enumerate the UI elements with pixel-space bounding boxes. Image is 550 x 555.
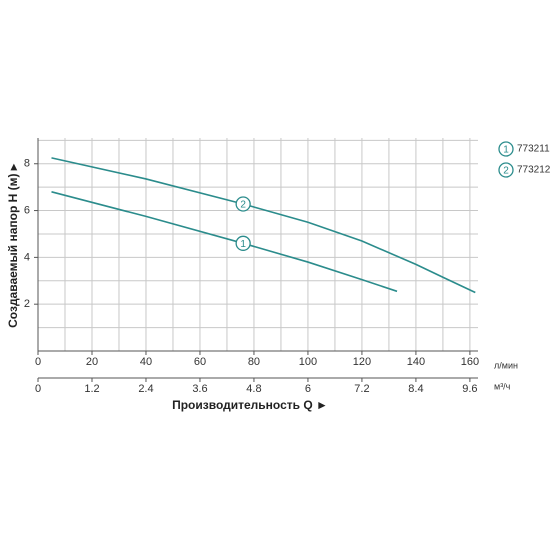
- legend-marker-label: 2: [503, 166, 509, 177]
- y-tick-label: 8: [24, 158, 30, 170]
- curve-label: 2: [240, 200, 246, 211]
- x-tick-label: 0: [35, 356, 41, 368]
- legend-label: 773212: [517, 165, 550, 176]
- y-tick-label: 2: [24, 298, 30, 310]
- x2-tick-label: 1.2: [84, 383, 99, 395]
- y-tick-label: 6: [24, 204, 30, 216]
- x-tick-label: 20: [86, 356, 98, 368]
- x-tick-label: 40: [140, 356, 152, 368]
- y-axis-title: Создаваемый напор H (м) ▸: [6, 163, 20, 328]
- y-tick-label: 4: [24, 251, 30, 263]
- x2-tick-label: 7.2: [354, 383, 369, 395]
- curve-marker: [235, 196, 251, 212]
- curve-label: 1: [240, 239, 246, 250]
- x-tick-label: 140: [407, 356, 425, 368]
- x-tick-label: 60: [194, 356, 206, 368]
- x2-tick-label: 9.6: [462, 383, 477, 395]
- x-tick-label: 80: [248, 356, 260, 368]
- x2-tick-label: 0: [35, 383, 41, 395]
- x2-tick-label: 3.6: [192, 383, 207, 395]
- x2-tick-label: 8.4: [408, 383, 423, 395]
- x-tick-label: 160: [461, 356, 479, 368]
- legend-label: 773211: [517, 144, 550, 155]
- x-unit: л/мин: [494, 360, 518, 370]
- x2-unit: м³/ч: [494, 381, 511, 391]
- legend-marker-label: 1: [503, 145, 509, 156]
- x2-tick-label: 6: [305, 383, 311, 395]
- x2-tick-label: 2.4: [138, 383, 153, 395]
- line: [51, 157, 476, 294]
- x-axis-title: Производительность Q ►: [172, 398, 328, 412]
- legend-marker: [498, 162, 514, 178]
- legend-marker: [498, 141, 514, 157]
- x2-tick-label: 4.8: [246, 383, 261, 395]
- x-tick-label: 100: [299, 356, 317, 368]
- line: [51, 191, 398, 293]
- x-tick-label: 120: [353, 356, 371, 368]
- curve-marker: [235, 235, 251, 251]
